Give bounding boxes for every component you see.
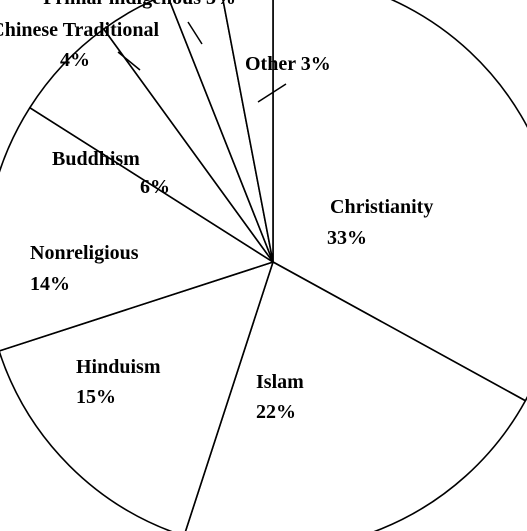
- pie-slice-other: [222, 0, 274, 263]
- leader-lines: [117, 21, 287, 103]
- slice-labels: Christianity 33% Islam 22% Hinduism 15% …: [0, 0, 433, 423]
- slice-label-hinduism: Hinduism: [76, 356, 161, 378]
- slice-value-chinese-traditional: 4%: [60, 49, 90, 71]
- leader-line-primal-indigenous: [187, 21, 203, 45]
- pie-slice-primal-indigenous: [168, 0, 274, 263]
- slice-label-islam: Islam: [256, 371, 304, 393]
- slice-value-hinduism: 15%: [76, 386, 116, 408]
- slice-value-buddhism: 6%: [140, 176, 170, 198]
- pie-slice-nonreligious: [0, 106, 274, 352]
- pie-slice-chinese-traditional: [102, 0, 274, 263]
- pie-slice-christianity: [272, 0, 527, 402]
- slice-label-buddhism: Buddhism: [52, 148, 140, 170]
- leader-line-chinese-traditional: [117, 51, 141, 71]
- slice-label-christianity: Christianity: [330, 196, 433, 218]
- slice-label-chinese-traditional: Chinese Traditional: [0, 19, 159, 41]
- slice-label-primal-indigenous: Primal-indigenous 3%: [43, 0, 236, 9]
- slice-value-christianity: 33%: [327, 227, 367, 249]
- slice-label-other: Other 3%: [245, 53, 331, 75]
- slice-value-nonreligious: 14%: [30, 273, 70, 295]
- slice-value-islam: 22%: [256, 401, 296, 423]
- leader-line-other: [257, 83, 287, 103]
- slice-label-nonreligious: Nonreligious: [30, 242, 139, 264]
- pie-slice-islam: [184, 261, 527, 531]
